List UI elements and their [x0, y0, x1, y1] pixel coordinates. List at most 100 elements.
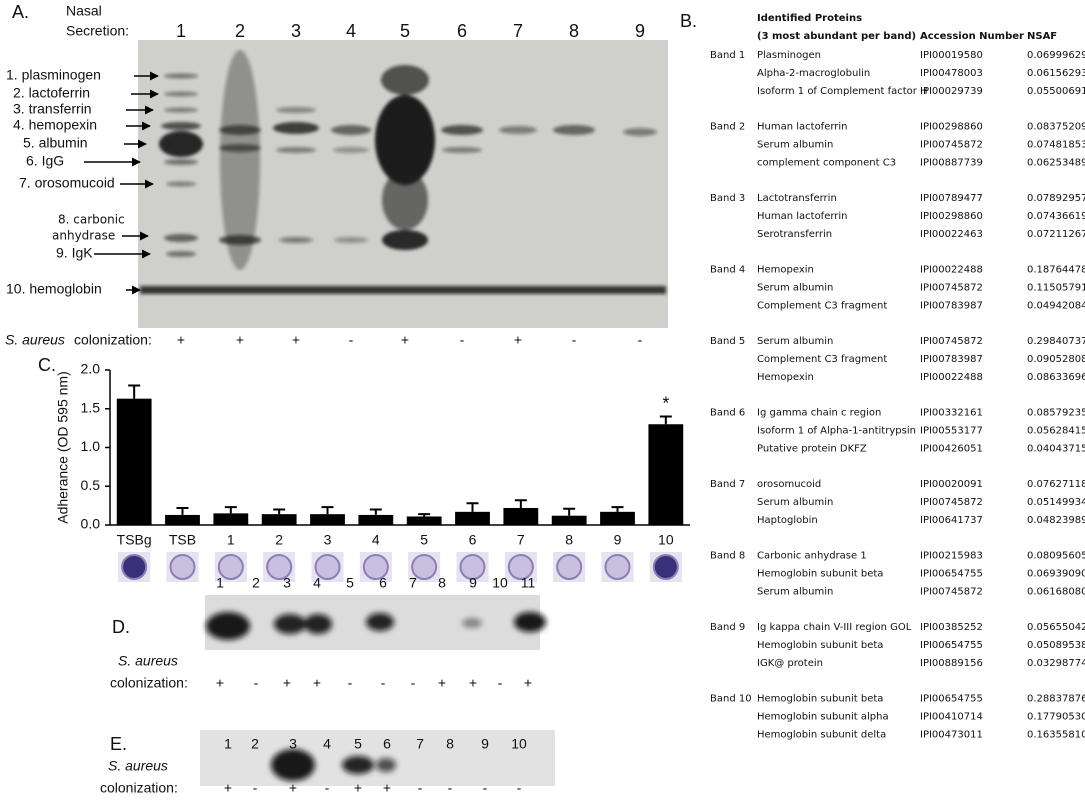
lane-number: 5 — [346, 575, 354, 591]
gel-band — [334, 237, 368, 243]
nsaf-value: 0.163558106 — [1027, 730, 1085, 741]
colonization-sign: - — [325, 780, 330, 796]
gel-band — [220, 50, 260, 270]
lane-number: 1 — [176, 21, 186, 41]
gel-band — [276, 107, 316, 113]
protein-name: Serum albumin — [757, 140, 833, 151]
colonization-sign: + — [224, 780, 232, 796]
protein-name: Ig gamma chain c region — [757, 408, 881, 419]
bar — [165, 514, 200, 525]
accession-number: IPI00641737 — [920, 515, 983, 526]
well — [362, 554, 389, 580]
colonization-sign: + — [283, 675, 291, 691]
nsaf-value: 0.050895382 — [1027, 640, 1085, 651]
gel-band — [499, 126, 537, 134]
accession-number: IPI00745872 — [920, 140, 983, 151]
protein-name: Serum albumin — [757, 497, 833, 508]
bar — [455, 511, 490, 525]
marker-label: 8. carbonic — [58, 213, 125, 227]
nsaf-value: 0.080956052 — [1027, 551, 1085, 562]
lane-number: 5 — [400, 21, 410, 41]
lane-number: 11 — [521, 575, 536, 591]
protein-name: IGK@ protein — [757, 658, 823, 669]
gel-band — [382, 170, 428, 230]
colonization-sign: - — [517, 780, 522, 796]
lane-number: 3 — [289, 736, 297, 752]
gel-band — [276, 147, 316, 153]
band-name: Band 8 — [710, 551, 745, 562]
protein-name: Human lactoferrin — [757, 211, 848, 222]
x-tick-label: 6 — [469, 532, 477, 548]
nsaf-value: 0.078929577 — [1027, 193, 1085, 204]
well — [314, 554, 341, 580]
colonization-sign: + — [177, 332, 185, 348]
colonization-label: colonization: — [74, 332, 152, 348]
y-tick-label: 0.5 — [81, 477, 101, 493]
error-bar — [128, 384, 141, 399]
colonization-sign: + — [524, 675, 532, 691]
blot-band — [271, 749, 315, 781]
protein-name: Hemopexin — [757, 265, 814, 276]
band-name: Band 1 — [710, 50, 745, 61]
colonization-sign: - — [638, 332, 643, 348]
blot-e — [200, 730, 555, 786]
marker-label: 6. IgG — [26, 153, 64, 169]
band-name: Band 7 — [710, 479, 745, 490]
nsaf-value: 0.177905308 — [1027, 712, 1085, 723]
x-tick-label: 4 — [372, 532, 380, 548]
lane-number: 4 — [323, 736, 331, 752]
colonization-sign: - — [348, 675, 353, 691]
colonization-sign: + — [354, 780, 362, 796]
accession-number: IPI00022488 — [920, 372, 983, 383]
nsaf-value: 0.187644788 — [1027, 265, 1085, 276]
lane-number: 5 — [354, 736, 362, 752]
colonization-sign: + — [313, 675, 321, 691]
gel-band — [164, 91, 198, 97]
colonization-sign: + — [292, 332, 300, 348]
protein-name: Complement C3 fragment — [757, 354, 887, 365]
lane-number: 6 — [457, 21, 467, 41]
blot-band — [206, 612, 250, 640]
gel-band — [623, 128, 657, 136]
gel-band — [161, 122, 201, 130]
colonization-sign: + — [216, 675, 224, 691]
error-bar — [224, 506, 237, 514]
gel-band — [553, 125, 595, 135]
lane-number: 1 — [216, 575, 224, 591]
protein-name: orosomucoid — [757, 479, 821, 490]
marker-label: anhydrase — [52, 229, 115, 243]
gel-band — [381, 65, 429, 95]
nsaf-value: 0.069390902 — [1027, 569, 1085, 580]
nsaf-value: 0.074366197 — [1027, 211, 1085, 222]
table-header: NSAF — [1027, 31, 1057, 42]
protein-name: Plasminogen — [757, 50, 821, 61]
bar — [648, 424, 684, 525]
protein-name: Serotransferrin — [757, 229, 832, 240]
accession-number: IPI00022488 — [920, 265, 983, 276]
nsaf-value: 0.062534897 — [1027, 158, 1085, 169]
protein-name: complement component C3 — [757, 158, 896, 169]
nsaf-value: 0.086336966 — [1027, 372, 1085, 383]
lane-number: 9 — [635, 21, 645, 41]
gel-band — [331, 125, 371, 135]
y-tick-label: 0.0 — [81, 516, 101, 532]
protein-name: Hemoglobin subunit delta — [757, 730, 886, 741]
colonization-sign: + — [383, 780, 391, 796]
gel-band — [441, 125, 483, 135]
protein-name: Hemoglobin subunit beta — [757, 569, 883, 580]
x-tick-label: 1 — [227, 532, 235, 548]
gel-band — [166, 181, 196, 187]
blot-band — [342, 756, 374, 774]
protein-name: Serum albumin — [757, 587, 833, 598]
protein-name: Serum albumin — [757, 336, 833, 347]
accession-number: IPI00553177 — [920, 426, 983, 437]
band-name: Band 5 — [710, 336, 745, 347]
marker-label: 1. plasminogen — [6, 67, 101, 83]
band-name: Band 4 — [710, 265, 745, 276]
lane-number: 7 — [416, 736, 424, 752]
error-bar — [659, 415, 672, 425]
lane-number: 9 — [481, 736, 489, 752]
lane-number: 2 — [252, 575, 260, 591]
organism-label: S. aureus — [5, 332, 65, 348]
protein-name: Serum albumin — [757, 283, 833, 294]
